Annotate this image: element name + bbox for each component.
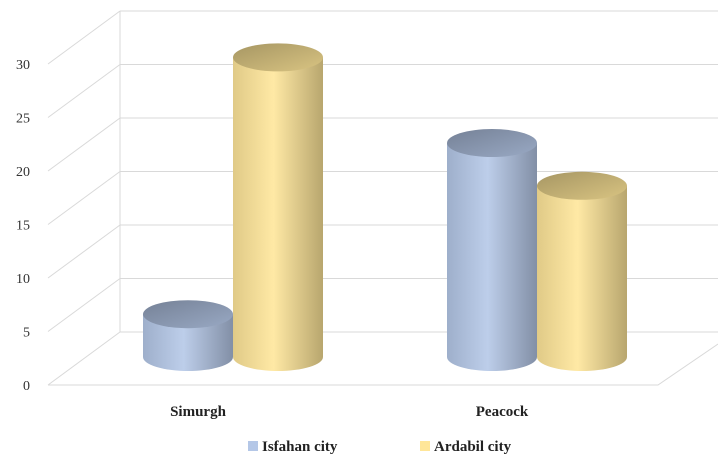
bar-peacock-isfahan-city [447,129,537,371]
bar-body [143,314,233,371]
y-tick-label: 25 [16,112,30,127]
legend-label: Isfahan city [262,439,338,455]
bars [143,43,627,372]
bar-body [447,143,537,371]
x-category-label: Simurgh [170,404,227,420]
bar-body [233,57,323,372]
legend-item: Ardabil city [420,439,512,455]
y-tick-label: 30 [16,58,30,73]
gridline-side [47,331,121,386]
chart-walls [47,10,718,386]
legend-swatch [420,441,430,451]
x-axis-categories: Simurgh Peacock [170,404,529,420]
bar-peacock-ardabil-city [537,171,627,371]
gridline-side [47,10,121,65]
x-category-label: Peacock [476,404,529,420]
gridline-side [47,117,121,172]
legend-label: Ardabil city [434,439,512,455]
legend-swatch [248,441,258,451]
floor-edge [48,343,718,386]
bar-body [537,185,627,371]
y-axis-ticks: 0 5 10 15 20 25 30 [16,58,30,394]
bar-top [537,171,627,200]
gridline-side [47,224,121,279]
legend: Isfahan city Ardabil city [248,439,512,455]
y-tick-label: 5 [23,326,30,341]
legend-item: Isfahan city [248,439,338,455]
y-tick-label: 0 [23,379,30,394]
y-tick-label: 10 [16,272,30,287]
bar-simurgh-isfahan-city [143,300,233,371]
gridline-side [47,64,121,118]
y-tick-label: 15 [16,219,30,234]
gridline-side [47,171,121,225]
bar-top [233,43,323,72]
y-tick-label: 20 [16,165,30,180]
gridline-side [47,278,121,332]
bar-top [143,300,233,329]
bar-top [447,129,537,157]
bar-simurgh-ardabil-city [233,43,323,372]
